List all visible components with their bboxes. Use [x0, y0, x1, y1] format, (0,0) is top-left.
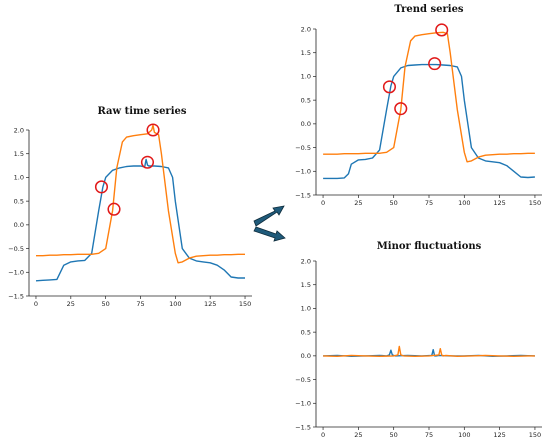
split-arrows: [253, 205, 286, 242]
raw-x-tick-label: 75: [136, 300, 144, 308]
trend-y-tick-label: −1.0: [295, 168, 311, 176]
arrow-to-trend-icon: [253, 205, 285, 227]
minor-y-tick-label: 1.5: [301, 281, 311, 289]
trend-x-tick-label: 50: [390, 199, 398, 207]
raw-x-tick-label: 50: [102, 300, 110, 308]
minor-x-tick-label: 100: [458, 431, 470, 439]
trend-highlight-circle: [382, 80, 397, 94]
raw-series-1-line: [35, 158, 245, 282]
minor-fluctuations-panel: Minor fluctuations −1.5 −1.0 −0.5 0.0 0.5 1.0…: [295, 241, 542, 439]
raw-x-tick-label: 25: [67, 300, 75, 308]
minor-y-tick-label: 0.5: [301, 328, 311, 336]
trend-highlight-circle: [428, 57, 442, 71]
minor-chart-title: Minor fluctuations: [377, 241, 482, 252]
trend-y-tick-label: −0.5: [295, 144, 311, 152]
trend-x-tick-label: 25: [354, 199, 362, 207]
minor-x-tick-label: 150: [529, 431, 541, 439]
raw-highlight-circle: [146, 123, 160, 137]
minor-y-tick-label: 2.0: [301, 257, 311, 265]
minor-x-tick-label: 25: [354, 431, 362, 439]
raw-y-tick-label: −0.5: [8, 245, 24, 253]
raw-y-tick-label: 1.5: [14, 150, 24, 158]
trend-x-tick-label: 150: [529, 199, 541, 207]
trend-x-tick-label: 125: [493, 199, 505, 207]
raw-series-2-line: [36, 124, 245, 264]
trend-highlight-circle: [435, 23, 449, 37]
trend-chart-title: Trend series: [394, 4, 464, 15]
trend-y-tick-label: 0.5: [301, 96, 311, 104]
raw-x-tick-label: 100: [169, 300, 181, 308]
trend-x-tick-label: 75: [425, 199, 433, 207]
trend-series-panel: Trend series −1.5 −1.0 −0.5 0.0 0.5 1.0 1.5 2.0…: [295, 4, 542, 207]
trend-x-tick-label: 0: [321, 199, 325, 207]
minor-y-tick-label: 1.0: [301, 305, 311, 313]
minor-x-tick-label: 125: [493, 431, 505, 439]
raw-y-tick-label: −1.5: [8, 292, 24, 300]
raw-y-tick-label: 2.0: [14, 126, 24, 134]
trend-y-tick-label: 2.0: [301, 25, 311, 33]
raw-y-tick-label: −1.0: [8, 269, 24, 277]
trend-highlight-circle: [394, 102, 408, 116]
arrow-to-minor-icon: [253, 226, 286, 242]
minor-y-tick-label: −0.5: [295, 376, 311, 384]
trend-y-tick-label: 1.0: [301, 73, 311, 81]
trend-y-tick-label: 0.0: [301, 120, 311, 128]
raw-highlight-circle: [107, 202, 121, 216]
minor-x-tick-label: 75: [425, 431, 433, 439]
minor-series-2-line: [323, 345, 535, 357]
raw-highlight-circle: [94, 180, 109, 194]
minor-x-tick-label: 50: [390, 431, 398, 439]
trend-y-tick-label: −1.5: [295, 191, 311, 199]
raw-time-series-panel: Raw time series −1.5 −1.0 −0.5 0.0 0.5 1.0 1.5…: [8, 106, 252, 308]
trend-series-2-line: [323, 31, 535, 163]
raw-y-tick-label: 0.0: [14, 221, 24, 229]
raw-y-tick-label: 0.5: [14, 197, 24, 205]
raw-y-tick-label: 1.0: [14, 174, 24, 182]
raw-x-tick-label: 125: [204, 300, 216, 308]
minor-y-tick-label: 0.0: [301, 352, 311, 360]
raw-highlight-circle: [140, 155, 155, 169]
raw-chart-title: Raw time series: [97, 106, 186, 117]
trend-x-tick-label: 100: [458, 199, 470, 207]
raw-x-tick-label: 150: [239, 300, 251, 308]
raw-x-tick-label: 0: [34, 300, 38, 308]
minor-y-tick-label: −1.5: [295, 423, 311, 431]
trend-y-tick-label: 1.5: [301, 49, 311, 57]
minor-x-tick-label: 0: [321, 431, 325, 439]
minor-y-tick-label: −1.0: [295, 400, 311, 408]
trend-series-1-line: [323, 63, 535, 180]
